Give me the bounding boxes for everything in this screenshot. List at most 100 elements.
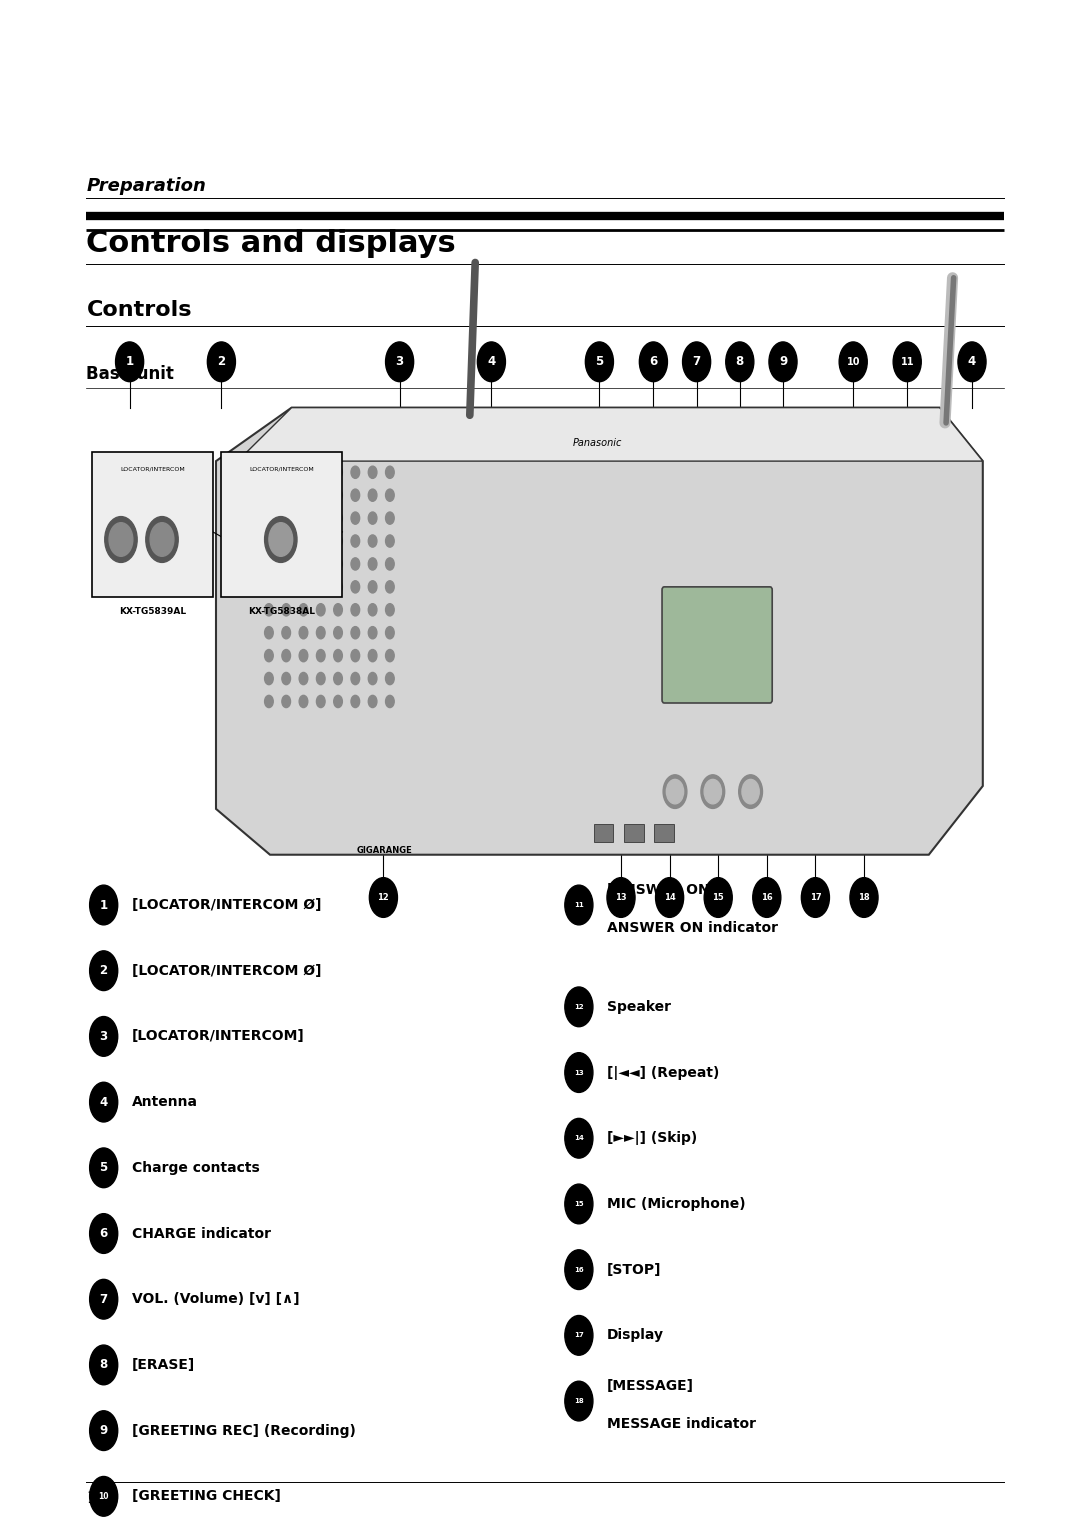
Text: 1: 1 (125, 356, 134, 368)
Circle shape (316, 649, 325, 662)
Bar (594, 824, 613, 842)
Circle shape (265, 558, 273, 570)
Circle shape (334, 489, 342, 501)
Circle shape (90, 1148, 118, 1187)
Circle shape (299, 558, 308, 570)
Circle shape (607, 877, 635, 917)
Circle shape (351, 558, 360, 570)
Circle shape (351, 489, 360, 501)
Text: Display: Display (607, 1328, 664, 1343)
Circle shape (334, 695, 342, 707)
Circle shape (316, 466, 325, 478)
Circle shape (316, 535, 325, 547)
Circle shape (351, 626, 360, 639)
Circle shape (282, 695, 291, 707)
Circle shape (265, 516, 297, 562)
Circle shape (316, 558, 325, 570)
Circle shape (334, 649, 342, 662)
Circle shape (701, 775, 725, 808)
Text: 1: 1 (99, 898, 108, 912)
Text: 3: 3 (395, 356, 404, 368)
Text: 6: 6 (99, 1227, 108, 1241)
Circle shape (351, 512, 360, 524)
Text: MIC (Microphone): MIC (Microphone) (607, 1196, 745, 1212)
Circle shape (90, 1345, 118, 1384)
Circle shape (585, 342, 613, 382)
Text: 8: 8 (735, 356, 744, 368)
Text: 18: 18 (573, 1398, 584, 1404)
Text: Charge contacts: Charge contacts (132, 1161, 259, 1175)
Text: 11: 11 (573, 902, 584, 908)
FancyBboxPatch shape (662, 587, 772, 703)
Text: KX-TG5838AL: KX-TG5838AL (248, 608, 315, 616)
Circle shape (368, 604, 377, 616)
Circle shape (282, 558, 291, 570)
Text: [MESSAGE]: [MESSAGE] (607, 1378, 694, 1394)
Circle shape (704, 877, 732, 917)
Text: [GREETING REC] (Recording): [GREETING REC] (Recording) (132, 1424, 355, 1438)
Circle shape (351, 604, 360, 616)
Circle shape (282, 581, 291, 593)
Text: 10: 10 (98, 1491, 109, 1500)
Circle shape (639, 342, 667, 382)
Text: 12: 12 (378, 892, 389, 902)
Circle shape (282, 604, 291, 616)
Circle shape (368, 466, 377, 478)
Text: [ERASE]: [ERASE] (132, 1358, 195, 1372)
Circle shape (316, 604, 325, 616)
Circle shape (368, 535, 377, 547)
Text: GIGARANGE: GIGARANGE (356, 845, 413, 854)
Circle shape (282, 512, 291, 524)
Circle shape (958, 342, 986, 382)
Text: 16: 16 (761, 892, 772, 902)
Text: 8: 8 (99, 1358, 108, 1372)
Circle shape (656, 877, 684, 917)
Text: 10: 10 (847, 358, 860, 367)
Text: 4: 4 (487, 356, 496, 368)
Circle shape (299, 626, 308, 639)
Circle shape (368, 649, 377, 662)
Circle shape (351, 581, 360, 593)
Text: MESSAGE indicator: MESSAGE indicator (607, 1416, 756, 1432)
Circle shape (299, 672, 308, 685)
Text: 3: 3 (99, 1030, 108, 1044)
Text: [|◄◄] (Repeat): [|◄◄] (Repeat) (607, 1065, 719, 1080)
Circle shape (316, 672, 325, 685)
Text: Panasonic: Panasonic (572, 439, 622, 448)
Text: Controls: Controls (86, 299, 192, 319)
Text: 17: 17 (573, 1332, 584, 1339)
Circle shape (282, 489, 291, 501)
Circle shape (386, 695, 394, 707)
Circle shape (282, 535, 291, 547)
Text: 9: 9 (99, 1424, 108, 1438)
Circle shape (146, 516, 178, 562)
Circle shape (368, 695, 377, 707)
Text: [STOP]: [STOP] (607, 1262, 661, 1277)
Circle shape (565, 1184, 593, 1224)
Circle shape (368, 558, 377, 570)
Text: 14: 14 (86, 1491, 106, 1507)
Circle shape (265, 626, 273, 639)
Circle shape (386, 512, 394, 524)
Text: 13: 13 (573, 1070, 584, 1076)
Circle shape (386, 649, 394, 662)
Polygon shape (216, 408, 983, 854)
Circle shape (90, 1213, 118, 1253)
Text: 7: 7 (99, 1293, 108, 1306)
Circle shape (726, 342, 754, 382)
Text: 7: 7 (692, 356, 701, 368)
Circle shape (351, 649, 360, 662)
Circle shape (90, 885, 118, 924)
Text: [LOCATOR/INTERCOM Ø]: [LOCATOR/INTERCOM Ø] (132, 964, 321, 978)
Text: Preparation: Preparation (86, 177, 206, 196)
Circle shape (269, 523, 293, 556)
Circle shape (265, 649, 273, 662)
Circle shape (299, 512, 308, 524)
Circle shape (90, 950, 118, 990)
Circle shape (739, 775, 762, 808)
Circle shape (116, 342, 144, 382)
Circle shape (299, 489, 308, 501)
Bar (654, 824, 674, 842)
Circle shape (565, 1118, 593, 1158)
Circle shape (299, 466, 308, 478)
